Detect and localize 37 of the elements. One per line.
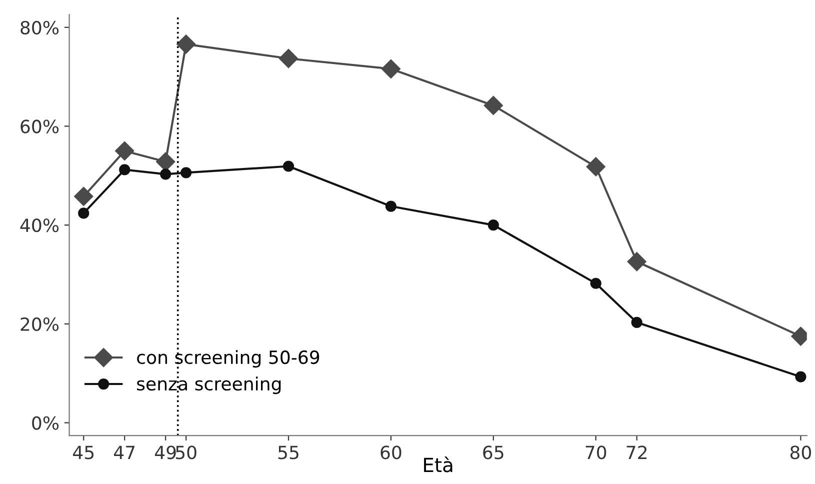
point [590,278,602,289]
point [586,157,606,176]
point [74,186,94,206]
x-tick-label: 47 [114,446,135,460]
x-tick-label: 72 [626,446,646,460]
y-tick-label: 20% [20,317,59,332]
point [282,160,294,172]
point [160,168,172,180]
x-tick-label: 70 [586,446,606,460]
y-tick-label: 0% [32,416,59,430]
x-tick-label: 55 [278,446,298,460]
point [627,252,646,272]
x-tick-label: 45 [73,446,94,460]
point [176,34,196,54]
point [115,141,134,160]
x-axis-title: Età [424,456,452,472]
point [278,48,298,68]
point [484,96,503,115]
y-tick-label: 40% [20,218,59,232]
point [385,200,396,212]
point [119,164,130,176]
legend-label: con screening 50-69 [137,350,320,368]
point [381,59,400,78]
y-tick-label: 80% [20,20,59,34]
point [78,208,90,219]
x-tick-label: 65 [483,446,504,460]
point [180,167,192,178]
point [631,316,642,328]
y-tick-label: 60% [20,120,59,134]
x-tick-label: 60 [380,446,402,460]
point [795,371,806,382]
point [156,152,176,172]
x-tick-label: 49 [154,446,176,460]
x-tick-label: 50 [176,446,196,460]
point [488,220,499,231]
x-tick-label: 80 [790,446,811,460]
legend-label: senza screening [137,376,281,394]
